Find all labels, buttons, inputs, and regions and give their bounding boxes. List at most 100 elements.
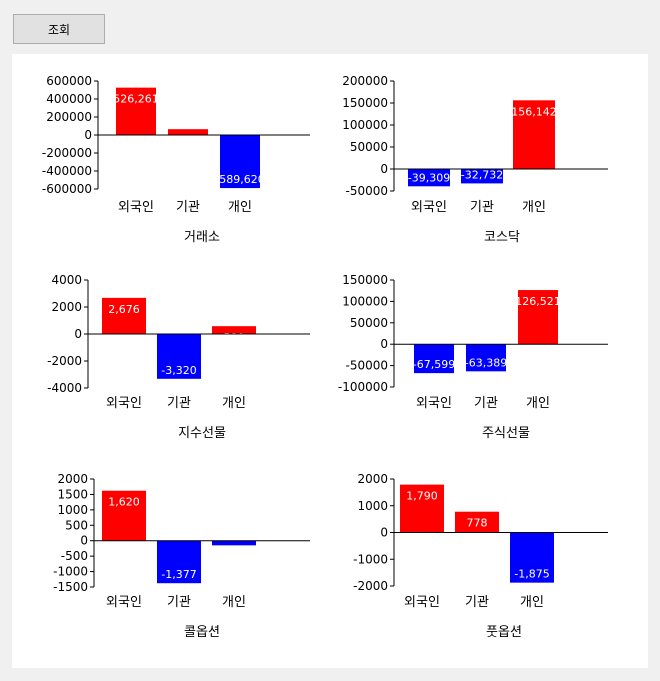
- y-tick-label: 0: [380, 526, 388, 540]
- y-tick-label: 2000: [57, 472, 88, 486]
- chart-2: 200000 150000 100000 50000 0 -50000 -39,309 외국인…: [342, 74, 608, 245]
- y-tick-label: 600000: [46, 74, 92, 88]
- charts-canvas: 6000004000002000000-200000-400000-600000…: [42, 74, 608, 640]
- bar-1: [116, 87, 156, 135]
- bar-value-label: -1,377: [161, 568, 196, 581]
- y-tick-label: 0: [380, 162, 388, 176]
- chart-panel: 600000 400000 200000 0 -200000 -400000 -600000…: [12, 54, 648, 668]
- y-tick-label: 150000: [342, 273, 388, 287]
- x-category-label: 기관: [474, 396, 498, 411]
- y-tick-label: -4000: [47, 381, 82, 395]
- x-category-label: 외국인: [106, 595, 142, 610]
- chart-title: 콜옵션: [184, 625, 220, 640]
- x-category-label: 기관: [465, 595, 489, 610]
- chart-title: 지수선물: [178, 426, 226, 441]
- x-category-label: 개인: [228, 200, 252, 215]
- bar-3: [518, 290, 558, 345]
- y-tick-label: 2000: [357, 472, 388, 486]
- bar-3: [510, 532, 554, 583]
- x-category-label: 기관: [167, 595, 191, 610]
- y-tick-label: 50000: [350, 140, 388, 154]
- y-tick-label: 1000: [57, 503, 88, 517]
- x-category-label: 외국인: [416, 396, 452, 411]
- bar-1: [414, 344, 454, 374]
- bar-1: [102, 297, 146, 334]
- y-tick-label: 1500: [57, 487, 88, 501]
- y-tick-label: 50000: [350, 316, 388, 330]
- chart-3: 4000 2000 0 -2000 -4000 2,676 외국인 -3,320 기관 580 개인…: [47, 273, 310, 441]
- query-button[interactable]: 조회: [13, 14, 105, 44]
- y-tick-label: -600000: [42, 182, 92, 196]
- y-tick-label: 100000: [342, 118, 388, 132]
- bar-value-label: -589,620: [215, 173, 264, 186]
- bar-value-label: 526,261: [113, 93, 159, 106]
- bar-value-label: -3,320: [161, 364, 196, 377]
- y-tick-label: 1000: [357, 499, 388, 513]
- bar-3: [212, 326, 256, 334]
- y-tick-label: -200000: [42, 146, 92, 160]
- bar-value-label: -39,309: [408, 171, 450, 184]
- y-tick-label: -500: [61, 549, 88, 563]
- chart-title: 거래소: [184, 230, 220, 245]
- bar-2: [157, 334, 201, 379]
- y-tick-label: -400000: [42, 164, 92, 178]
- y-tick-label: 200000: [46, 110, 92, 124]
- bar-3: [220, 135, 260, 189]
- y-tick-label: 200000: [342, 74, 388, 88]
- bar-3: [513, 100, 555, 169]
- chart-title: 코스닥: [484, 230, 520, 245]
- bar-value-label: 64,785: [169, 134, 208, 147]
- bar-value-label: -63,389: [465, 356, 507, 369]
- bar-3: [212, 540, 256, 546]
- x-category-label: 기관: [470, 200, 494, 215]
- chart-1: 600000 400000 200000 0 -200000 -400000 -600000…: [42, 74, 310, 245]
- x-category-label: 개인: [222, 595, 246, 610]
- x-category-label: 개인: [522, 200, 546, 215]
- x-category-label: 개인: [526, 396, 550, 411]
- y-tick-label: 4000: [51, 273, 82, 287]
- bar-2: [461, 169, 503, 184]
- x-category-label: 개인: [520, 595, 544, 610]
- x-category-label: 외국인: [106, 396, 142, 411]
- bar-2: [455, 511, 499, 533]
- y-tick-label: -2000: [47, 354, 82, 368]
- x-category-label: 기관: [167, 396, 191, 411]
- x-category-label: 개인: [222, 396, 246, 411]
- bar-value-label: -150: [222, 530, 247, 543]
- bar-2: [466, 344, 506, 372]
- bar-2: [168, 129, 208, 135]
- y-tick-label: -1000: [353, 552, 388, 566]
- y-tick-label: 0: [74, 327, 82, 341]
- bar-value-label: -1,875: [514, 568, 549, 581]
- y-tick-label: -1500: [53, 580, 88, 594]
- chart-4: 150000 100000 50000 0 -50000 -100000 -67,599 외국…: [338, 273, 608, 441]
- y-tick-label: 400000: [46, 92, 92, 106]
- bar-value-label: 580: [224, 331, 245, 344]
- bar-value-label: 1,620: [108, 496, 140, 509]
- y-tick-label: 2000: [51, 300, 82, 314]
- y-tick-label: 100000: [342, 294, 388, 308]
- y-tick-label: -2000: [353, 579, 388, 593]
- bar-2: [157, 540, 201, 584]
- y-tick-label: -100000: [338, 380, 388, 394]
- y-tick-label: -50000: [345, 184, 388, 198]
- x-category-label: 외국인: [404, 595, 440, 610]
- bar-value-label: 2,676: [108, 303, 140, 316]
- chart-6: 2000 1000 0 -1000 -2000 1,790 외국인 778 기관 -1,875 개인…: [353, 472, 608, 640]
- x-category-label: 외국인: [411, 200, 447, 215]
- bar-value-label: 778: [467, 517, 488, 530]
- bar-value-label: -67,599: [413, 358, 455, 371]
- y-tick-label: 0: [80, 534, 88, 548]
- y-tick-label: 0: [84, 128, 92, 142]
- y-tick-label: 0: [380, 337, 388, 351]
- chart-title: 주식선물: [482, 426, 530, 441]
- chart-title: 풋옵션: [486, 625, 522, 640]
- x-category-label: 기관: [176, 200, 200, 215]
- y-tick-label: 150000: [342, 96, 388, 110]
- bar-1: [408, 169, 450, 187]
- bar-value-label: -32,732: [461, 168, 503, 181]
- bar-1: [400, 484, 444, 533]
- bar-1: [102, 490, 146, 541]
- y-tick-label: -50000: [345, 359, 388, 373]
